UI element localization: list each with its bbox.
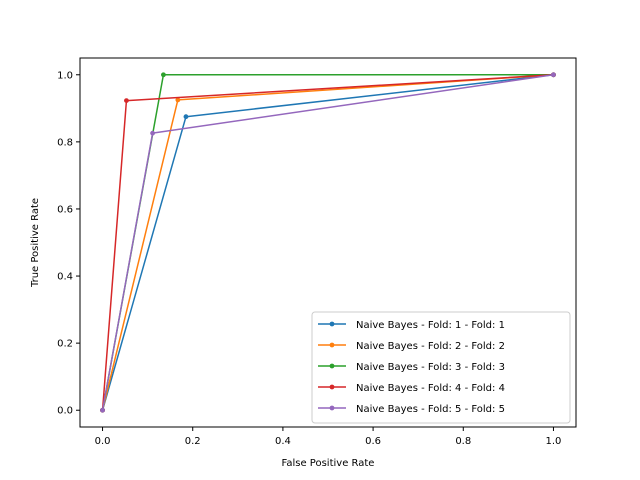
x-axis-label: False Positive Rate [282,458,375,469]
x-tick-label: 0.4 [275,436,291,447]
x-tick-label: 0.0 [95,436,111,447]
y-tick-label: 0.2 [57,339,73,350]
y-axis-ticks: 0.0 0.2 0.4 0.6 0.8 1.0 [57,70,80,417]
legend-swatch-marker [329,363,335,369]
legend-label: Naive Bayes - Fold: 3 - Fold: 3 [356,362,505,373]
data-point [124,98,129,104]
data-point [175,97,181,103]
y-tick-label: 1.0 [57,70,73,81]
legend-swatch-marker [329,321,335,327]
data-point [100,407,105,413]
x-axis-ticks: 0.0 0.2 0.4 0.6 0.8 1.0 [95,427,562,447]
legend-swatch-marker [329,405,335,411]
x-tick-label: 1.0 [546,436,562,447]
x-tick-label: 0.6 [365,436,381,447]
legend-label: Naive Bayes - Fold: 4 - Fold: 4 [356,383,505,394]
axes-frame [79,57,577,428]
data-point [150,130,155,136]
legend-item: Naive Bayes - Fold: 5 - Fold: 5 [318,404,505,415]
y-tick-label: 0.4 [57,272,73,283]
x-tick-label: 0.8 [455,436,471,447]
legend-box [311,311,571,424]
data-point [183,114,189,120]
legend-label: Naive Bayes - Fold: 5 - Fold: 5 [356,404,505,415]
legend-item: Naive Bayes - Fold: 1 - Fold: 1 [318,320,505,331]
legend-item: Naive Bayes - Fold: 4 - Fold: 4 [318,383,505,394]
legend-swatch-marker [329,384,335,390]
y-tick-label: 0.0 [57,406,73,417]
series-fold-5 [100,72,556,413]
y-tick-label: 0.8 [57,137,73,148]
x-tick-label: 0.2 [185,436,201,447]
data-point [161,72,166,78]
legend-item: Naive Bayes - Fold: 2 - Fold: 2 [318,341,505,352]
legend-item: Naive Bayes - Fold: 3 - Fold: 3 [318,362,505,373]
legend-swatch-marker [329,342,335,348]
y-axis-label: True Positive Rate [30,198,41,288]
y-tick-label: 0.6 [57,204,73,215]
legend-label: Naive Bayes - Fold: 2 - Fold: 2 [356,341,505,352]
data-point [551,72,556,78]
legend-label: Naive Bayes - Fold: 1 - Fold: 1 [356,320,505,331]
legend: Naive Bayes - Fold: 1 - Fold: 1 Naive Bay… [311,311,571,424]
series-layer [100,72,556,413]
